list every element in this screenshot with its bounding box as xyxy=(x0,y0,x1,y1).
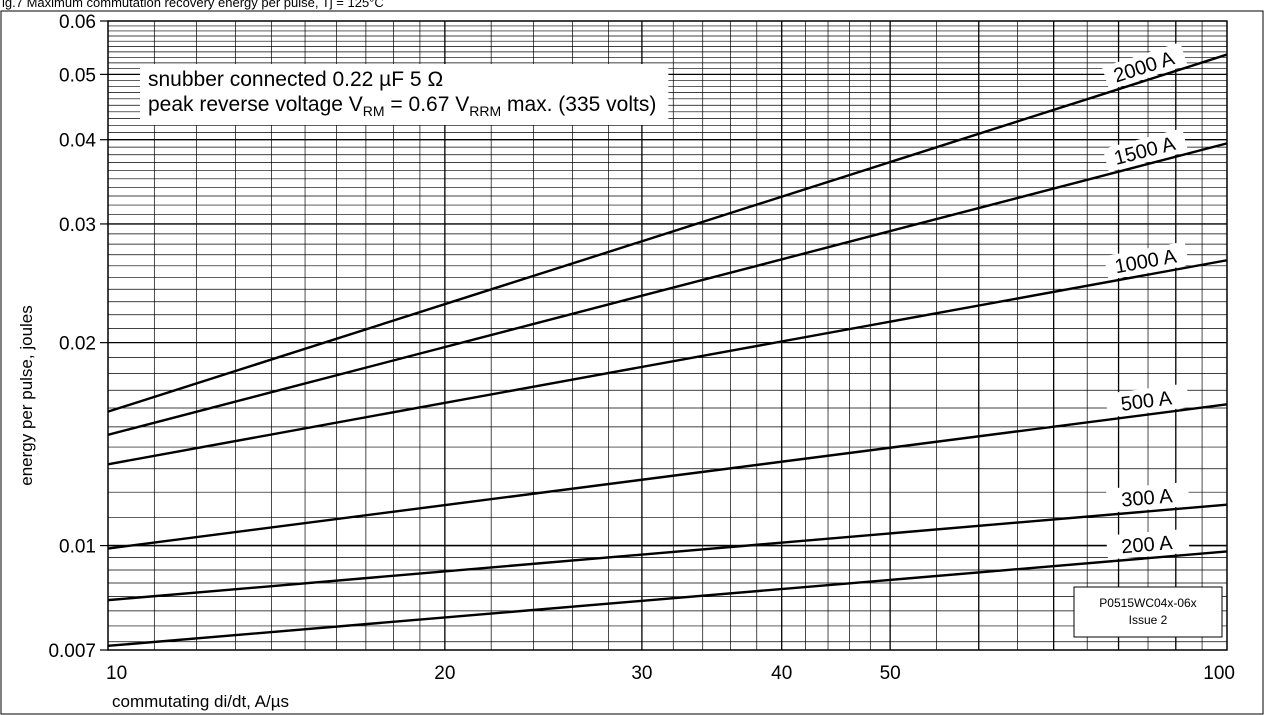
series-layer xyxy=(107,53,1228,648)
annotation-sub-rm: RM xyxy=(363,103,385,119)
series-line xyxy=(107,503,1228,602)
x-tick-label: 100 xyxy=(1203,663,1235,684)
y-axis-label: energy per pulse, joules xyxy=(17,305,36,486)
y-tick-label: 0.02 xyxy=(59,334,96,355)
y-tick-label: 0.03 xyxy=(59,215,96,236)
series-label: 1000 A xyxy=(1113,245,1179,278)
x-axis-label: commutating di/dt, A/µs xyxy=(112,692,289,711)
annotation-background xyxy=(140,64,669,125)
annotation-suffix: max. (335 volts) xyxy=(501,93,656,116)
y-tick-label: 0.06 xyxy=(59,12,96,33)
series-line xyxy=(107,142,1228,436)
x-tick-label: 50 xyxy=(880,663,901,684)
x-tick-label: 30 xyxy=(631,663,652,684)
document-code-box: P0515WC04x-06x Issue 2 xyxy=(1073,586,1223,638)
x-tick-label: 40 xyxy=(771,663,792,684)
plot-area xyxy=(107,20,1228,651)
series-label: 200 A xyxy=(1121,532,1174,558)
figure-caption: ig.7 Maximum commutation recovery energy… xyxy=(2,0,384,10)
series-line xyxy=(107,550,1228,648)
code-box-frame xyxy=(1073,586,1223,638)
annotation-prefix: peak reverse voltage V xyxy=(148,93,363,116)
series-label-background xyxy=(1105,383,1190,418)
code-box-line1: P0515WC04x-06x xyxy=(1099,596,1196,610)
x-tick-label: 10 xyxy=(106,663,127,684)
x-tick-label: 20 xyxy=(434,663,455,684)
x-axis-ticks: 10 20 30 40 50 100 xyxy=(106,663,1235,684)
code-box-line2: Issue 2 xyxy=(1129,613,1168,627)
y-axis-ticks: 0.007 0.01 0.02 0.03 0.04 0.05 0.06 xyxy=(48,12,108,662)
series-line xyxy=(107,259,1228,466)
chart-border xyxy=(0,10,1264,715)
series-label-background xyxy=(1105,481,1190,513)
y-tick-label: 0.01 xyxy=(59,537,96,558)
annotation-snubber: snubber connected 0.22 µF 5 Ω xyxy=(148,68,443,91)
grid-major xyxy=(108,21,1227,650)
series-label-background xyxy=(1102,128,1189,173)
series-label-background xyxy=(1104,241,1189,280)
annotation-sub-rrm: RRM xyxy=(469,103,501,119)
annotation-mid: = 0.67 V xyxy=(385,93,470,116)
y-tick-label: 0.05 xyxy=(59,65,96,86)
series-label: 300 A xyxy=(1120,485,1174,511)
y-tick-label: 0.007 xyxy=(48,641,96,662)
series-line xyxy=(107,403,1228,550)
series-label-background xyxy=(1102,42,1188,91)
series-line xyxy=(107,53,1228,413)
series-label-background xyxy=(1105,528,1190,560)
y-tick-label: 0.04 xyxy=(59,131,96,152)
annotation-peak-reverse-voltage: peak reverse voltage VRM = 0.67 VRRM max… xyxy=(148,93,656,119)
